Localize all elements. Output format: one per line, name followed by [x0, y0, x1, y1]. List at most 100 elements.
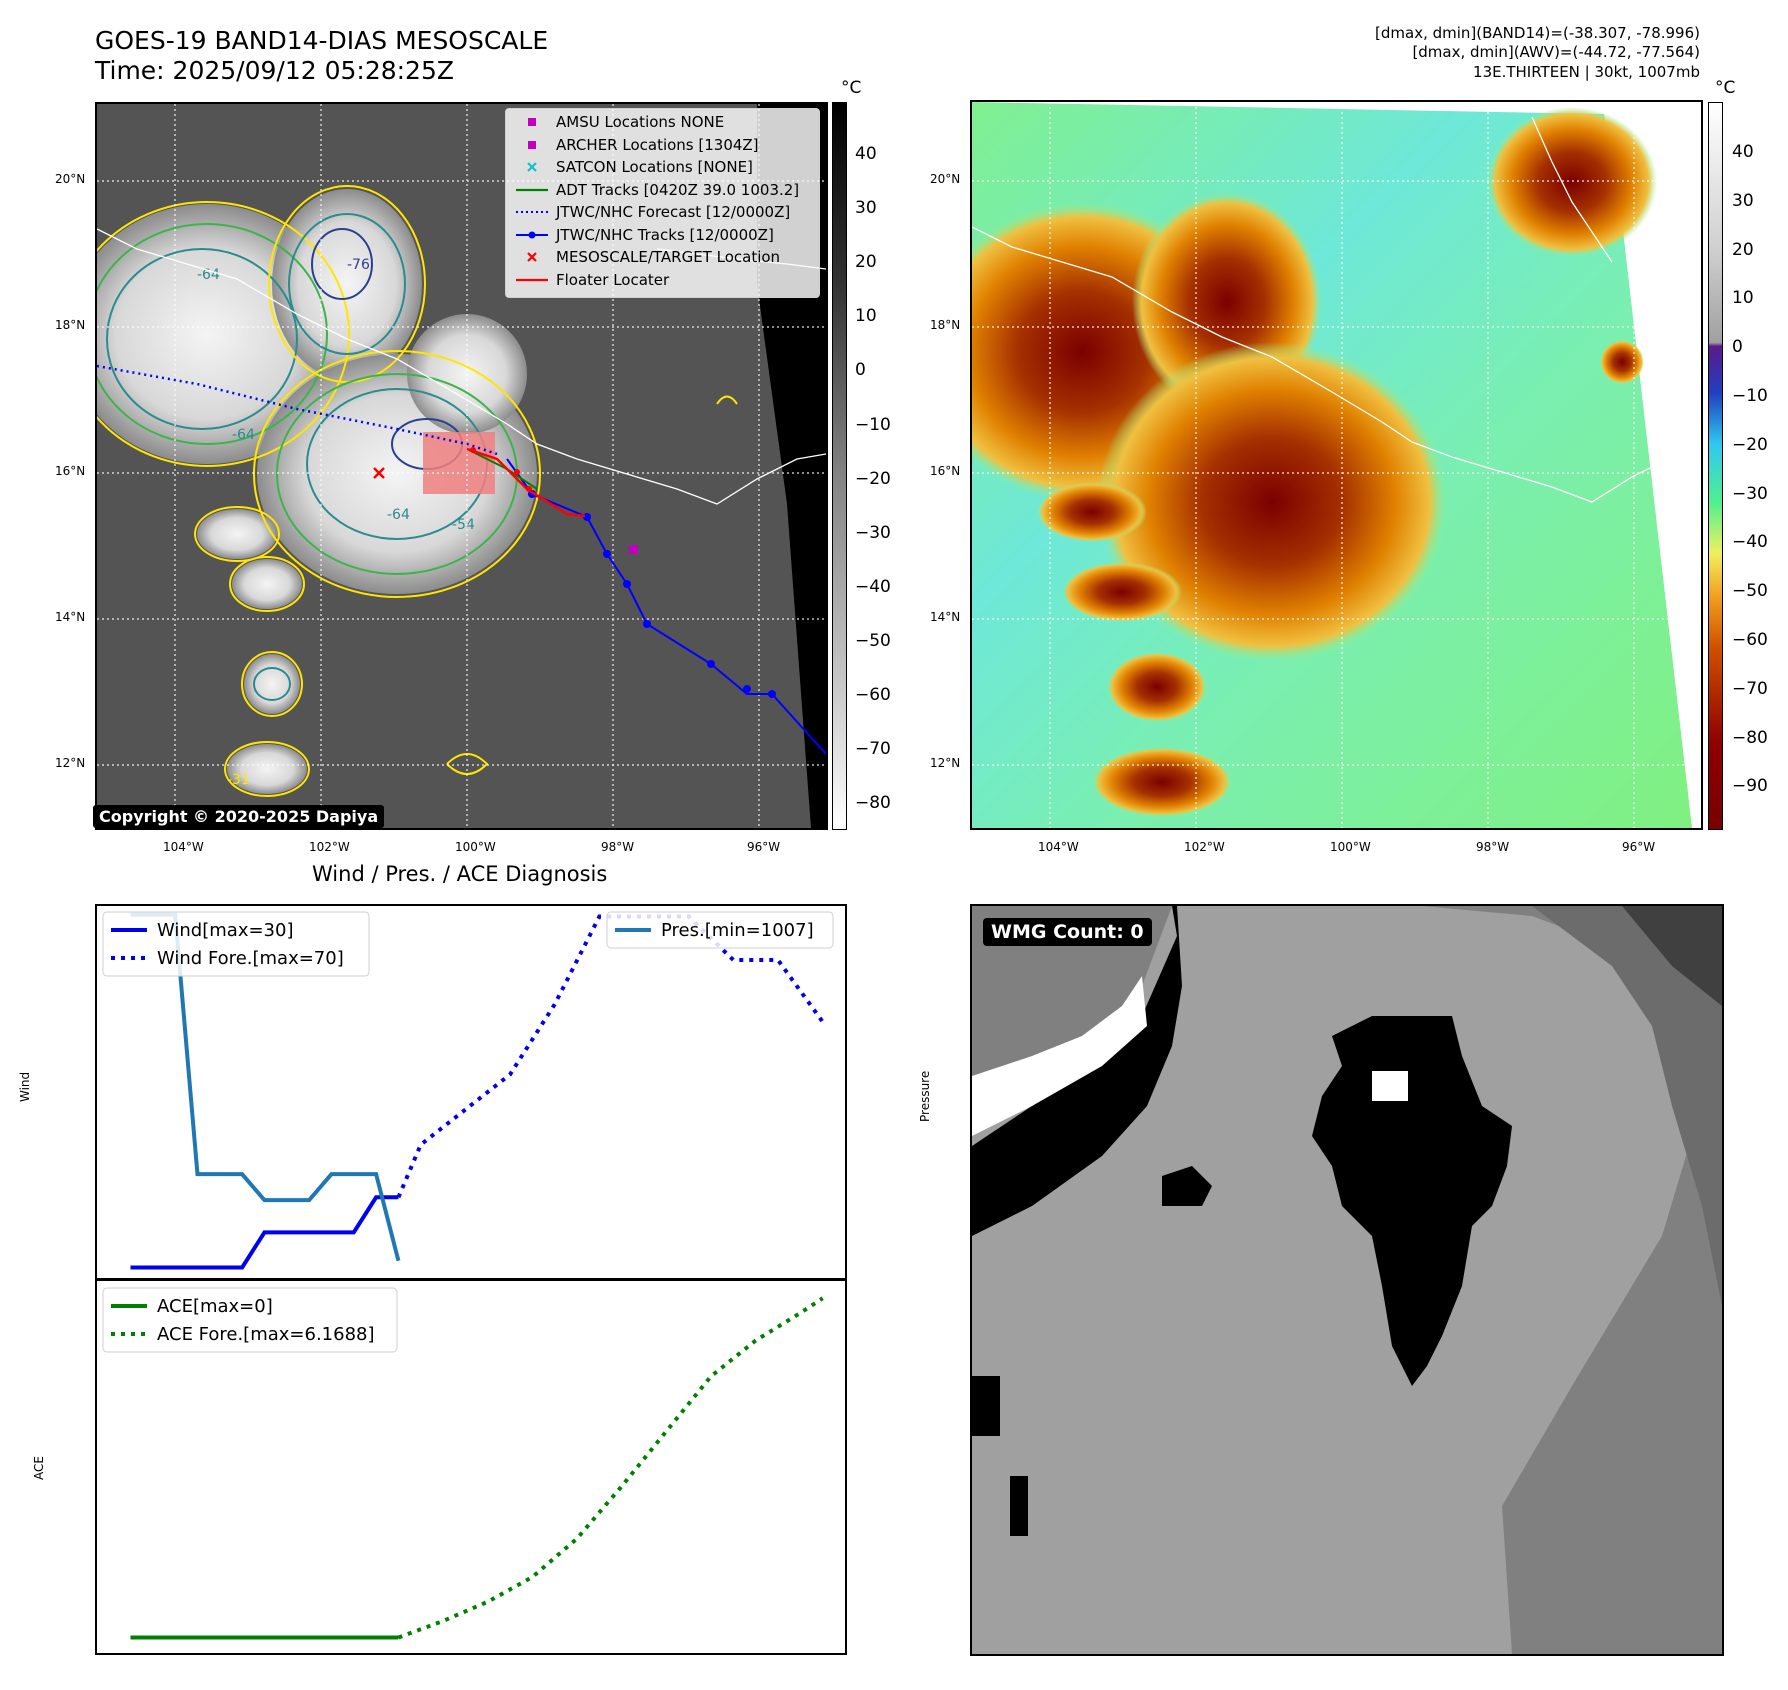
colorbar-tick: −20 [855, 468, 891, 489]
colorbar-tick: 30 [1732, 190, 1754, 211]
legend-label: ARCHER Locations [1304Z] [556, 135, 759, 154]
stats-storm: 13E.THIRTEEN | 30kt, 1007mb [1473, 63, 1700, 81]
legend-label: AMSU Locations NONE [556, 113, 725, 131]
colorbar-tick: −70 [1732, 678, 1768, 699]
lon-tick: 100°W [1330, 840, 1371, 854]
series-line-wind-fore- [396, 914, 825, 1199]
colorbar-tick: 20 [1732, 239, 1754, 260]
stats-awv: [dmax, dmin](AWV)=(-44.72, -77.564) [1412, 43, 1700, 61]
legend-label: Wind[max=30] [157, 920, 294, 941]
lat-tick: 16°N [55, 464, 86, 478]
map-legend: AMSU Locations NONE ARCHER Locations [130… [505, 108, 820, 298]
pressure-axis-label: Pressure [918, 1070, 932, 1122]
colorbar-tick: −60 [1732, 630, 1768, 650]
colorbar-tick: −50 [855, 630, 891, 651]
series-line-wind [130, 1195, 399, 1270]
colorbar-tick: 0 [855, 360, 866, 381]
legend-symbol [516, 231, 548, 238]
colorbar-tick: −90 [1732, 776, 1768, 797]
legend-symbol [527, 252, 537, 262]
copyright-label: Copyright © 2020-2025 Dapiya [93, 805, 385, 828]
legend-symbol [528, 140, 536, 149]
colorbar-tick: −50 [1732, 581, 1768, 602]
lat-tick: 16°N [930, 464, 961, 478]
colorbar-tick: −10 [1732, 386, 1768, 406]
lon-tick: 104°W [1038, 840, 1079, 854]
contour-label: -54 [452, 517, 475, 533]
colorbar-unit: °C [841, 78, 862, 98]
legend-label: SATCON Locations [NONE] [556, 158, 753, 176]
chart-legend [606, 911, 834, 949]
lon-tick: 98°W [1476, 840, 1510, 854]
colorbar-tick: −20 [1732, 434, 1768, 455]
legend-label: ACE Fore.[max=6.1688] [157, 1324, 375, 1345]
contour-label: -76 [347, 257, 370, 273]
figure-time: Time: 2025/09/12 05:28:25Z [95, 56, 454, 85]
legend-label: JTWC/NHC Tracks [12/0000Z] [556, 225, 774, 244]
stats-band14: [dmax, dmin](BAND14)=(-38.307, -78.996) [1375, 24, 1700, 42]
legend-entry: AMSU Locations NONE [506, 111, 819, 134]
colorbar-tick: 10 [1732, 288, 1754, 309]
colorbar-awv [1708, 102, 1723, 830]
legend-entry: ADT Tracks [0420Z 39.0 1003.2] [506, 179, 819, 202]
colorbar-tick: −80 [1732, 727, 1768, 748]
colorbar-tick: −40 [1732, 532, 1768, 553]
awv-enhanced-map [970, 100, 1703, 830]
colorbar-tick: −40 [855, 576, 891, 597]
ir-satellite-map: -64 -64 -54 -76 -64 -31 [95, 102, 828, 830]
lon-tick: 96°W [747, 840, 781, 854]
colorbar-tick: 0 [1732, 337, 1743, 358]
colorbar-tick: 40 [1732, 142, 1754, 162]
colorbar-tick: 20 [855, 252, 877, 273]
lat-tick: 18°N [930, 318, 961, 332]
lon-tick: 102°W [309, 840, 350, 854]
diagnosis-charts: 2030405060701007100810091010101110121013… [95, 904, 847, 1656]
lat-tick: 14°N [930, 610, 961, 624]
legend-symbol [516, 278, 548, 281]
colorbar-tick: −10 [855, 414, 891, 435]
legend-symbol [528, 118, 536, 126]
contour-label: -64 [387, 507, 410, 523]
lon-tick: 104°W [163, 840, 204, 854]
colorbar-tick: −60 [855, 685, 891, 705]
legend-entry: SATCON Locations [NONE] [506, 156, 819, 179]
legend-entry: JTWC/NHC Forecast [12/0000Z] [506, 201, 819, 224]
legend-entry: MESOSCALE/TARGET Location [506, 246, 819, 269]
legend-label: MESOSCALE/TARGET Location [556, 248, 781, 266]
contour-label: -31 [227, 772, 250, 788]
colorbar-tick: −30 [1732, 483, 1768, 504]
colorbar-tick: 40 [855, 144, 877, 164]
series-line-ace-fore- [397, 1296, 824, 1640]
lon-tick: 96°W [1622, 840, 1656, 854]
contour-label: -64 [232, 427, 255, 443]
wmg-panel [970, 904, 1724, 1656]
diagnosis-title: Wind / Pres. / ACE Diagnosis [312, 862, 608, 886]
colorbar-tick: −80 [855, 793, 891, 814]
lat-tick: 20°N [930, 172, 961, 186]
legend-label: JTWC/NHC Forecast [12/0000Z] [556, 203, 791, 221]
lat-tick: 14°N [55, 610, 86, 624]
wmg-count-badge: WMG Count: 0 [983, 918, 1152, 946]
figure-title: GOES-19 BAND14-DIAS MESOSCALE [95, 26, 549, 55]
legend-entry: ARCHER Locations [1304Z] [506, 134, 819, 157]
chart-legend [102, 1287, 398, 1353]
legend-entry: Floater Locater [506, 269, 819, 292]
ace-axis-label: ACE [32, 1456, 46, 1480]
legend-label: Wind Fore.[max=70] [157, 948, 344, 969]
legend-label: Floater Locater [556, 270, 670, 289]
lat-tick: 20°N [55, 172, 86, 186]
legend-label: ACE[max=0] [157, 1296, 273, 1317]
contour-label: -64 [197, 267, 220, 283]
lat-tick: 12°N [55, 756, 86, 770]
colorbar-bw [832, 102, 847, 830]
legend-label: ADT Tracks [0420Z 39.0 1003.2] [556, 180, 800, 199]
lat-tick: 12°N [930, 756, 961, 770]
legend-entry: JTWC/NHC Tracks [12/0000Z] [506, 224, 819, 247]
lon-tick: 102°W [1184, 840, 1225, 854]
wind-axis-label: Wind [18, 1071, 32, 1102]
legend-symbol [516, 211, 548, 213]
lon-tick: 98°W [601, 840, 635, 854]
chart-legend [102, 911, 370, 977]
legend-symbol [527, 162, 537, 172]
legend-label: Pres.[min=1007] [661, 920, 814, 941]
